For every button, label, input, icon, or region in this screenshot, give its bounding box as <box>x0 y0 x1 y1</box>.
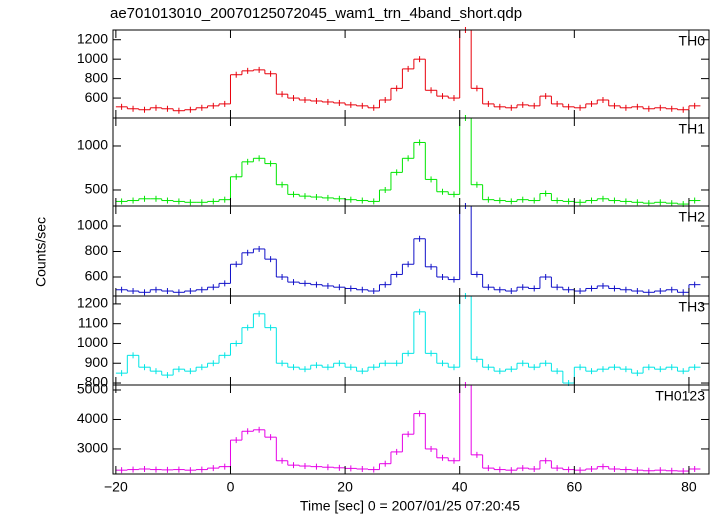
y-tick-label: 1000 <box>77 334 108 350</box>
y-tick-label: 1000 <box>77 50 108 66</box>
y-tick-label: 1100 <box>78 314 108 330</box>
series-label: TH0123 <box>655 388 705 404</box>
y-tick-label: 600 <box>85 89 109 105</box>
y-tick-label: 5000 <box>77 381 108 397</box>
panel-frame <box>112 205 710 297</box>
y-tick-label: 900 <box>85 354 109 370</box>
series-label: TH0 <box>679 33 706 49</box>
x-tick-label: 60 <box>567 479 583 495</box>
y-tick-label: 800 <box>85 69 109 85</box>
y-axis-label: Counts/sec <box>33 217 49 287</box>
panel-frame <box>112 117 710 207</box>
panel-frame <box>112 295 710 386</box>
y-tick-label: 3000 <box>77 440 108 456</box>
chart-title: ae701013010_20070125072045_wam1_trn_4ban… <box>110 5 522 22</box>
y-tick-label: 4000 <box>77 410 108 426</box>
x-axis-label: Time [sec] 0 = 2007/01/25 07:20:45 <box>300 498 520 514</box>
x-tick-label: 0 <box>227 479 235 495</box>
y-tick-label: 1000 <box>77 137 108 153</box>
x-tick-label: −20 <box>104 479 128 495</box>
y-tick-label: 1200 <box>77 30 108 46</box>
x-tick-label: 20 <box>337 479 353 495</box>
series-label: TH2 <box>679 209 706 225</box>
x-tick-label: 40 <box>452 479 468 495</box>
y-tick-label: 600 <box>85 268 109 284</box>
series-label: TH1 <box>679 121 706 137</box>
panel-frame <box>112 29 710 119</box>
y-tick-label: 800 <box>85 242 109 258</box>
series-label: TH3 <box>679 299 706 315</box>
x-tick-label: 80 <box>681 479 697 495</box>
y-tick-label: 1200 <box>77 295 108 311</box>
y-tick-label: 1000 <box>77 217 108 233</box>
y-tick-label: 500 <box>85 181 109 197</box>
panel-frame <box>112 384 710 475</box>
y-tick-label: 800 <box>85 374 109 390</box>
